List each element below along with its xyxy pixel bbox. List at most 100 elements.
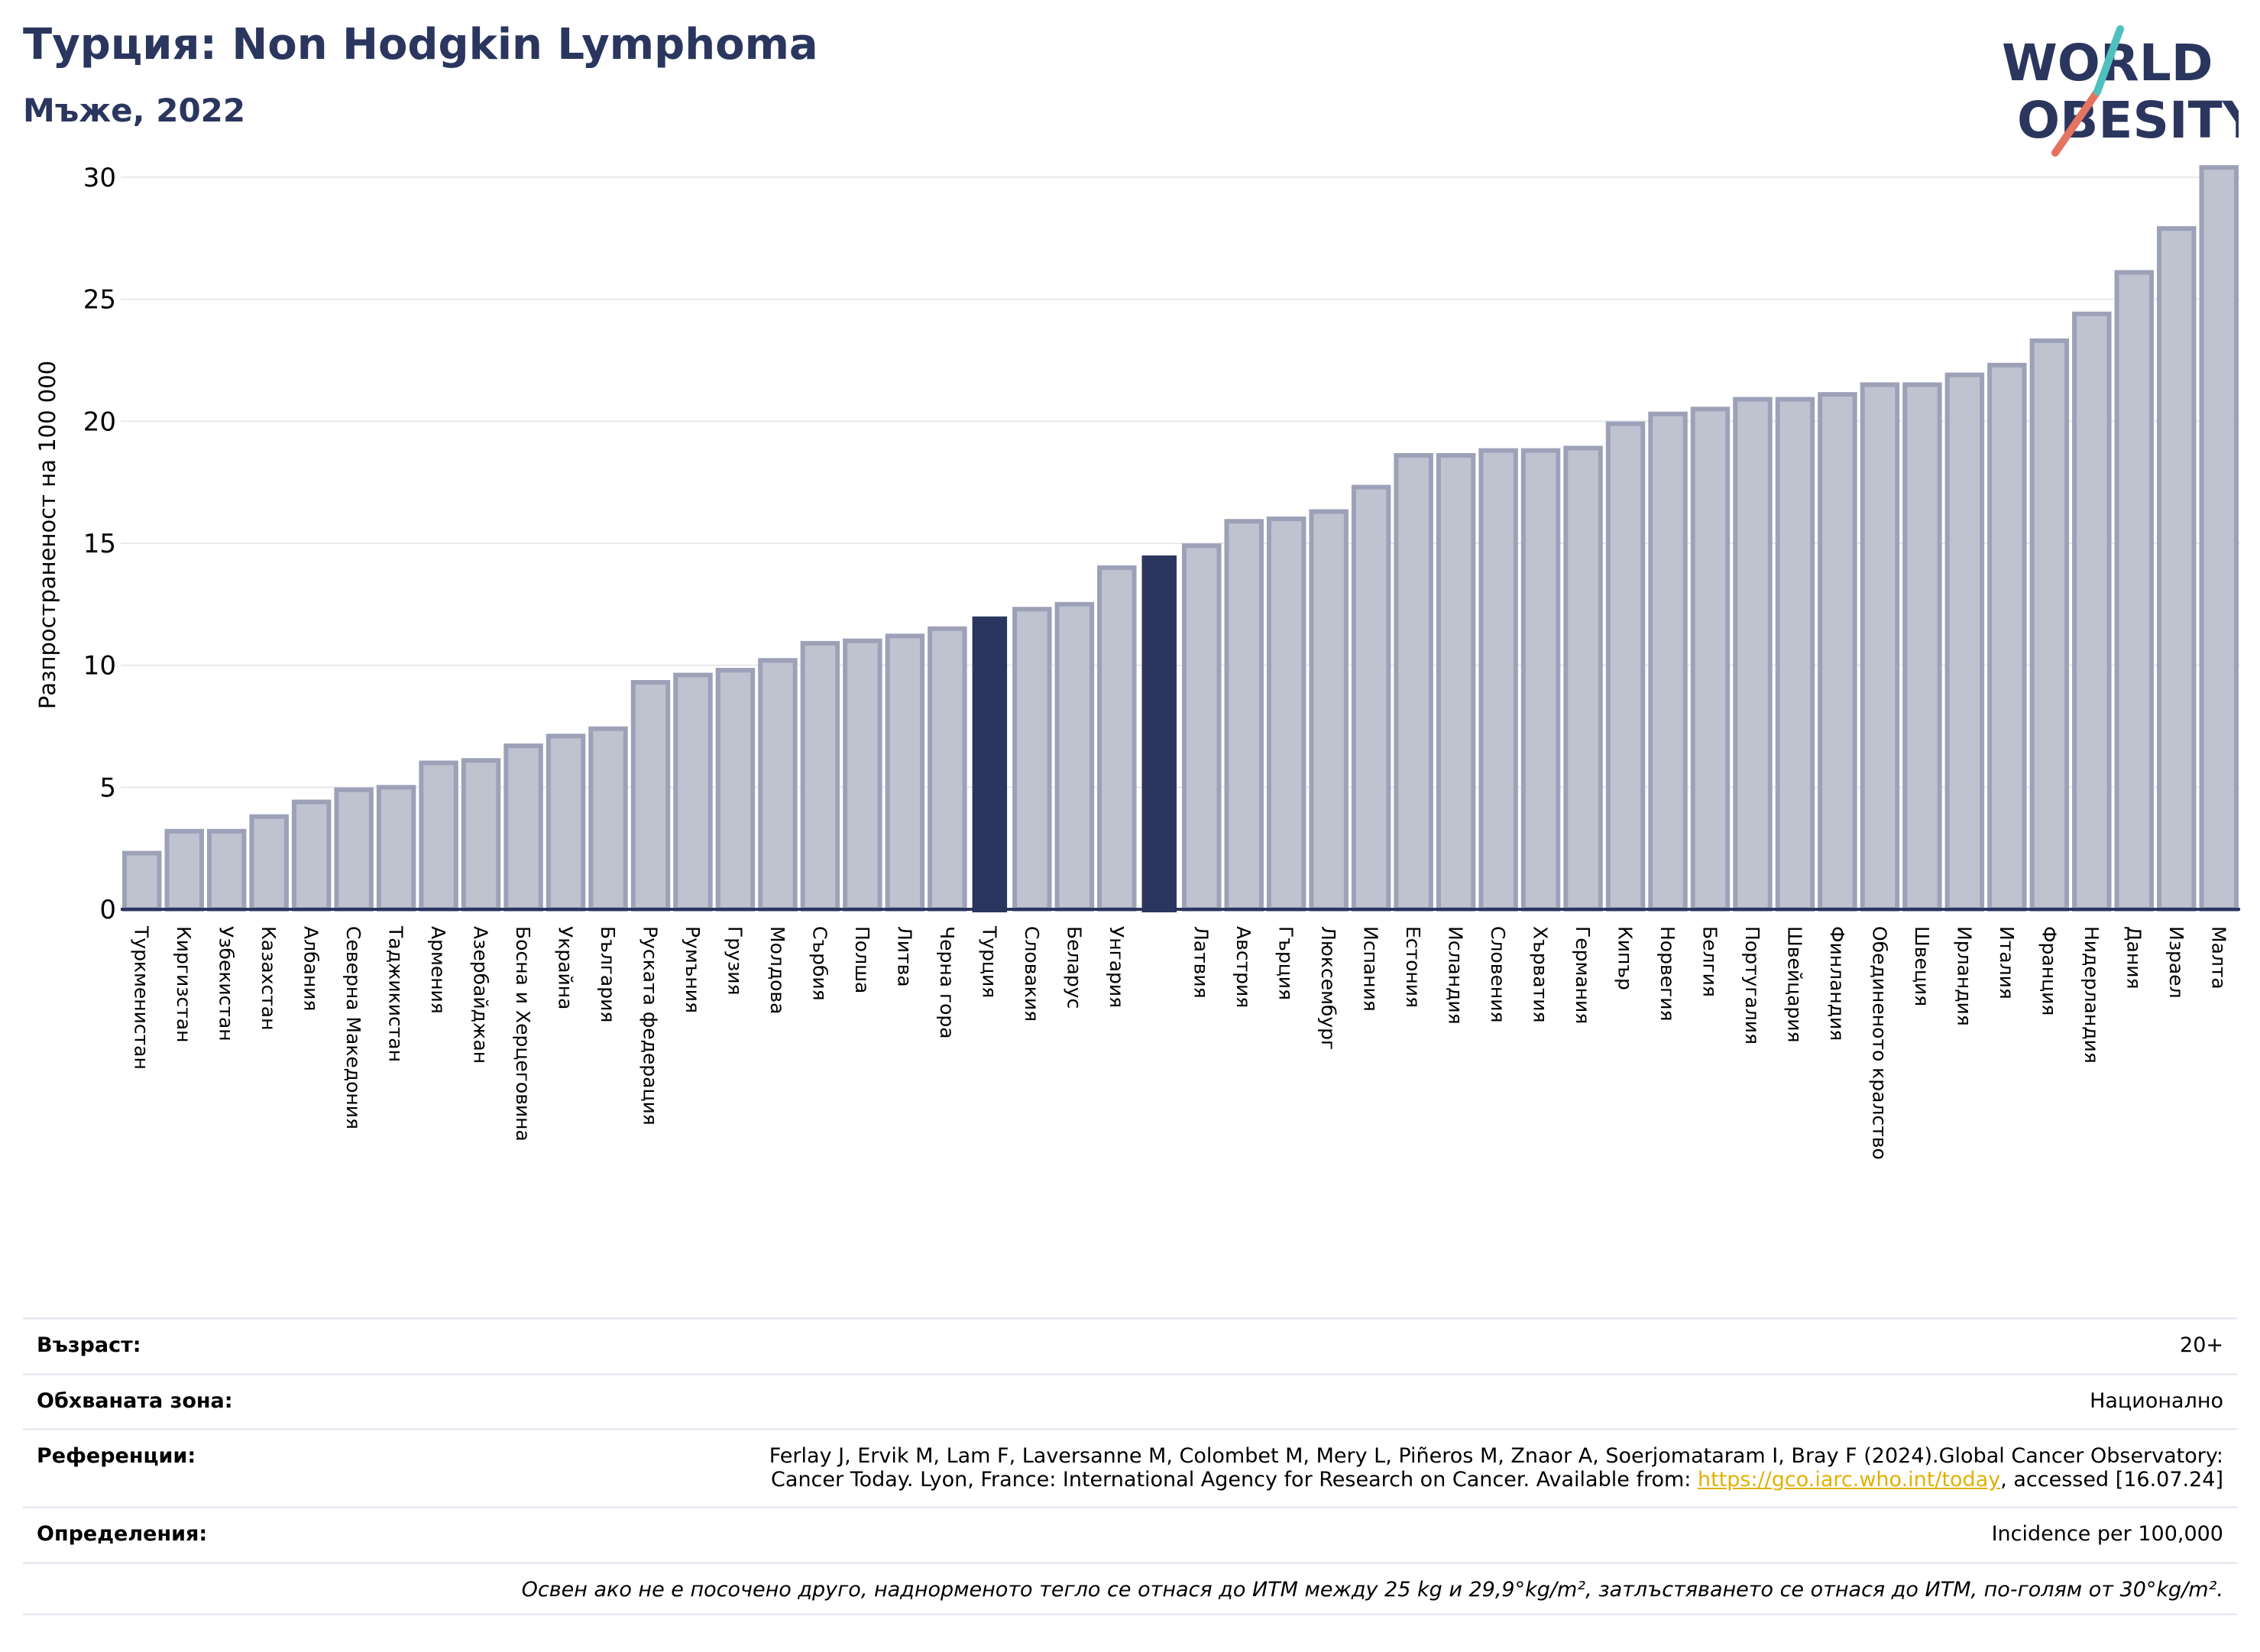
bar — [2072, 311, 2112, 912]
y-tick-label: 20 — [83, 407, 116, 437]
bar — [885, 633, 925, 912]
x-tick-label: Словения — [1487, 926, 1509, 1022]
bar — [334, 787, 374, 912]
x-tick-label: Армения — [427, 926, 449, 1014]
bar — [1181, 543, 1222, 912]
bar — [673, 672, 713, 912]
info-row-references: Референции: Ferlay J, Ervik M, Lam F, La… — [23, 1428, 2237, 1506]
y-tick-label: 15 — [83, 529, 116, 559]
bar — [1224, 519, 1264, 912]
info-row-note: Освен ако не е посочено друго, наднормен… — [23, 1562, 2237, 1615]
x-tick-label: Белгия — [1699, 926, 1721, 997]
x-tick-label: Словакия — [1021, 926, 1043, 1022]
y-tick-label: 25 — [83, 285, 116, 316]
x-tick-label: Португалия — [1741, 926, 1763, 1045]
bar — [461, 758, 501, 912]
x-tick-label: Руската федерация — [639, 926, 662, 1126]
bar — [843, 638, 882, 912]
logo-text-obesity: OBESITY — [2017, 91, 2239, 150]
bar — [419, 760, 458, 912]
x-tick-label: Естония — [1402, 926, 1424, 1008]
bar — [1436, 453, 1476, 912]
references-link[interactable]: https://gco.iarc.who.int/today — [1697, 1468, 2001, 1492]
world-obesity-logo: WORLD OBESITY — [2002, 25, 2239, 157]
info-row-age: Възраст: 20+ — [23, 1317, 2237, 1373]
area-label: Обхваната зона: — [37, 1389, 233, 1413]
bar — [1478, 448, 1518, 912]
note-text: Освен ако не е посочено друго, наднормен… — [521, 1578, 2223, 1602]
y-axis-label: Разпространеност на 100 000 — [34, 361, 60, 709]
y-tick-label: 0 — [99, 895, 116, 925]
bar — [503, 743, 543, 912]
references-line-1: Ferlay J, Ervik M, Lam F, Laversanne M, … — [769, 1444, 2223, 1468]
definitions-value: Incidence per 100,000 — [1991, 1522, 2223, 1546]
x-tick-label: Беларус — [1063, 926, 1085, 1009]
x-tick-label: Кипър — [1614, 926, 1637, 990]
bar — [2114, 270, 2155, 912]
bar — [588, 726, 628, 912]
x-tick-label: Германия — [1572, 926, 1594, 1024]
x-tick-label: Обединеното кралство — [1868, 926, 1890, 1160]
bar — [1012, 607, 1052, 912]
bar — [758, 658, 798, 912]
definitions-label: Определения: — [37, 1522, 208, 1546]
info-table: Възраст: 20+ Обхваната зона: Национално … — [23, 1317, 2237, 1615]
x-tick-label: Швеция — [1911, 926, 1933, 1006]
bar — [1775, 397, 1815, 912]
x-tick-label: Таджикистан — [385, 925, 407, 1062]
x-tick-label: Грузия — [724, 926, 746, 996]
bar — [1520, 448, 1561, 912]
bar — [1860, 382, 1900, 912]
bar — [291, 799, 332, 912]
bar — [1394, 453, 1433, 912]
bar — [630, 680, 671, 912]
x-tick-label: Гърция — [1275, 926, 1297, 1000]
bar — [2199, 165, 2239, 912]
bar — [1605, 421, 1646, 912]
bar — [1054, 601, 1095, 912]
x-tick-label: Австрия — [1232, 926, 1255, 1008]
x-tick-label: Турция — [978, 925, 1000, 998]
bar — [1648, 411, 1688, 912]
x-tick-label: Израел — [2165, 926, 2187, 999]
bar — [1266, 517, 1306, 912]
x-tick-label: Азербайджан — [470, 926, 492, 1064]
logo-slash-teal — [2093, 25, 2124, 96]
x-tick-label: Испания — [1360, 926, 1382, 1012]
bar — [800, 640, 840, 912]
x-tick-label: Хърватия — [1530, 926, 1552, 1023]
bar — [164, 828, 204, 912]
bar — [972, 616, 1008, 912]
y-tick-label: 10 — [83, 651, 116, 682]
bar — [376, 785, 416, 912]
bar — [1944, 372, 1985, 912]
x-tick-label: Унгария — [1106, 926, 1128, 1008]
area-value: Национално — [2090, 1389, 2223, 1413]
x-tick-label: Нидерландия — [2080, 926, 2103, 1064]
bar-chart: 0 5 10 15 20 25 30 Туркменистан Киргизстан Узбек… — [34, 163, 2240, 1160]
info-row-definitions: Определения: Incidence per 100,000 — [23, 1506, 2237, 1562]
bar — [1987, 362, 2027, 912]
x-tick-label: България — [597, 926, 619, 1022]
y-tick-labels: 0 5 10 15 20 25 30 — [83, 163, 116, 925]
x-tick-label: Северна Македония — [342, 926, 364, 1129]
references-value: Ferlay J, Ervik M, Lam F, Laversanne M, … — [769, 1444, 2223, 1492]
y-tick-label: 5 — [99, 773, 116, 803]
x-tick-label: Малта — [2207, 926, 2229, 990]
x-tick-label: Люксембург — [1317, 926, 1339, 1050]
bar — [1733, 397, 1773, 912]
bar — [1309, 509, 1349, 912]
bar — [1141, 555, 1177, 912]
bar — [1690, 407, 1731, 912]
x-tick-label: Латвия — [1190, 926, 1213, 999]
x-tick-label: Полша — [851, 926, 873, 993]
x-tick-label: Босна и Херцеговина — [512, 926, 534, 1142]
x-tick-labels: Туркменистан Киргизстан Узбекистан Казахста… — [131, 925, 2230, 1160]
bar — [928, 626, 967, 912]
x-tick-label: Албания — [300, 926, 322, 1011]
references-accessed: , accessed [16.07.24] — [2000, 1468, 2223, 1492]
references-label: Референции: — [37, 1444, 196, 1468]
bar — [249, 814, 289, 912]
x-tick-label: Франция — [2038, 926, 2060, 1015]
logo-slash-red — [2051, 88, 2101, 157]
